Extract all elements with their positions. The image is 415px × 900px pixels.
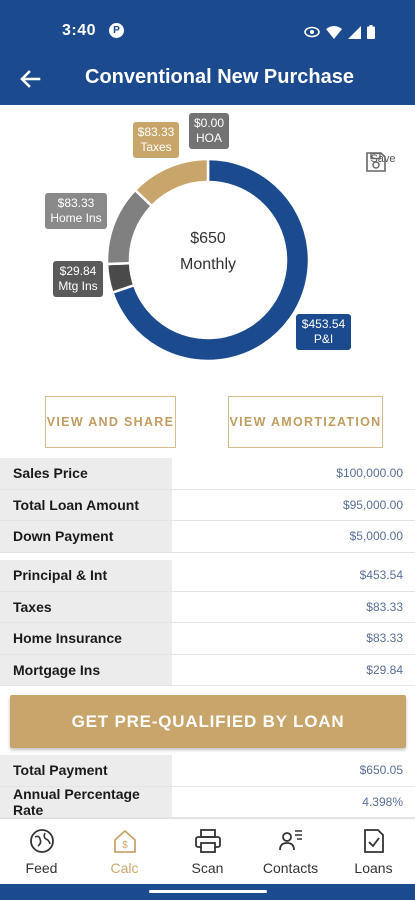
row-label: Mortgage Ins <box>0 654 172 685</box>
table-row: Down Payment $5,000.00 <box>0 521 415 553</box>
row-value: $29.84 <box>366 662 403 677</box>
nav-label: Calc <box>110 860 139 876</box>
bottom-nav: Feed $ Calc Scan Contacts Loans <box>0 818 415 884</box>
nav-label: Feed <box>25 860 58 876</box>
row-label: Total Loan Amount <box>0 489 172 520</box>
slice-label-name: HOA <box>195 131 222 145</box>
table-row: Total Loan Amount $95,000.00 <box>0 489 415 521</box>
row-label: Taxes <box>0 591 172 622</box>
row-label: Total Payment <box>0 755 172 786</box>
nav-item-scan[interactable]: Scan <box>166 819 249 884</box>
status-bar: 3:40 P <box>0 0 415 52</box>
table-row: Mortgage Ins $29.84 <box>0 654 415 686</box>
get-pre-qualified-button[interactable]: GET PRE-QUALIFIED BY LOAN <box>10 695 406 748</box>
slice-label-name: P&I <box>313 332 334 346</box>
row-label: Sales Price <box>0 458 172 489</box>
table-row: Total Payment $650.05 <box>0 755 415 787</box>
row-value: $83.33 <box>366 599 403 614</box>
row-value: $650.05 <box>359 763 403 778</box>
page-title: Conventional New Purchase <box>85 66 354 88</box>
payment-chart-area: $650 Monthly $0.00 HOA $83.33 Taxes $83.… <box>0 105 415 395</box>
slice-label-mtg-ins: $29.84 Mtg Ins <box>53 261 103 297</box>
slice-label-hoa: $0.00 HOA <box>189 113 229 149</box>
battery-icon <box>367 25 375 39</box>
table-row: Principal & Int $453.54 <box>0 560 415 592</box>
notification-app-icon: P <box>109 23 124 38</box>
row-label: Annual Percentage Rate <box>0 786 172 818</box>
floppy-disk-icon <box>366 152 386 172</box>
slice-label-taxes: $83.33 Taxes <box>133 122 179 158</box>
row-value: $5,000.00 <box>349 529 403 544</box>
slice-label-amount: $453.54 <box>301 317 346 331</box>
gesture-handle[interactable] <box>149 890 267 893</box>
back-button[interactable] <box>16 64 46 94</box>
row-label: Home Insurance <box>0 623 172 654</box>
contacts-icon <box>278 830 302 851</box>
nav-label: Contacts <box>262 860 319 876</box>
row-label: Down Payment <box>0 521 172 552</box>
row-value: $83.33 <box>366 631 403 646</box>
slice-label-amount: $83.33 <box>57 196 95 210</box>
payment-breakdown-table: Principal & Int $453.54 Taxes $83.33 Home … <box>0 560 415 686</box>
slice-label-name: Mtg Ins <box>58 279 98 293</box>
slice-label-name: Home Ins <box>50 211 102 225</box>
nav-item-feed[interactable]: Feed <box>0 819 83 884</box>
gesture-area <box>0 884 415 900</box>
wifi-icon <box>326 25 342 39</box>
donut-slice-taxes <box>133 157 210 208</box>
table-row: Taxes $83.33 <box>0 591 415 623</box>
donut-slice-p-i <box>110 157 311 363</box>
app-bar: Conventional New Purchase <box>0 52 415 105</box>
nav-item-loans[interactable]: Loans <box>332 819 415 884</box>
row-value: $100,000.00 <box>336 466 403 481</box>
loan-details-table: Sales Price $100,000.00 Total Loan Amount… <box>0 458 415 553</box>
save-button[interactable]: Save <box>365 151 401 172</box>
calculator-icon: $ <box>113 829 136 853</box>
view-amortization-button[interactable]: VIEW AMORTIZATION <box>228 396 383 448</box>
nav-item-contacts[interactable]: Contacts <box>249 819 332 884</box>
nav-label: Scan <box>191 860 224 876</box>
slice-label-pi: $453.54 P&I <box>296 314 351 350</box>
nav-item-calc[interactable]: $ Calc <box>83 819 166 884</box>
nav-label: Loans <box>354 860 393 876</box>
svg-text:$: $ <box>122 840 128 851</box>
slice-label-home-ins: $83.33 Home Ins <box>45 193 107 229</box>
table-row: Sales Price $100,000.00 <box>0 458 415 490</box>
signal-icon <box>348 25 361 39</box>
payment-donut-chart <box>105 157 311 363</box>
slice-label-amount: $29.84 <box>59 264 97 278</box>
arrow-left-icon <box>20 70 41 88</box>
slice-label-name: Taxes <box>140 140 172 154</box>
row-label: Principal & Int <box>0 560 172 591</box>
row-value: $453.54 <box>359 568 403 583</box>
table-row: Annual Percentage Rate 4.398% <box>0 786 415 818</box>
slice-label-amount: $0.00 <box>193 116 225 130</box>
globe-icon <box>29 829 54 853</box>
eye-icon <box>304 26 320 38</box>
row-value: 4.398% <box>362 794 403 809</box>
status-icons <box>304 24 375 40</box>
printer-icon <box>194 829 221 853</box>
row-value: $95,000.00 <box>342 497 403 512</box>
table-row: Home Insurance $83.33 <box>0 623 415 655</box>
view-and-share-button[interactable]: VIEW AND SHARE <box>45 396 176 448</box>
slice-label-amount: $83.33 <box>137 125 175 139</box>
monthly-total-label: Monthly <box>179 256 237 273</box>
status-time: 3:40 <box>62 22 97 39</box>
monthly-total-amount: $650 <box>190 230 226 247</box>
loans-icon <box>363 829 384 853</box>
summary-table: Total Payment $650.05 Annual Percentage R… <box>0 755 415 818</box>
